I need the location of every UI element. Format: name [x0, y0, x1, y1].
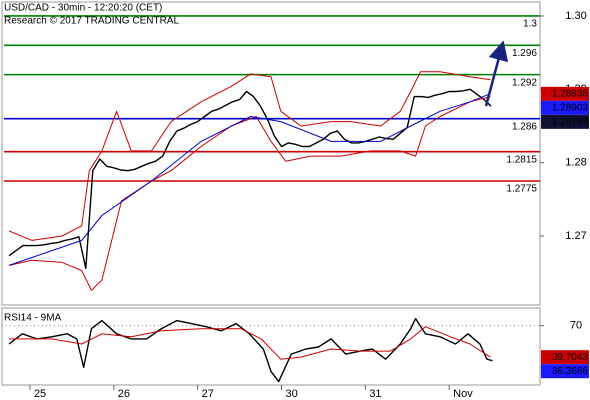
y-tick-label: 1.30: [565, 10, 586, 22]
forecast-arrow: [484, 40, 509, 107]
chart-subtitle: Research © 2017 TRADING CENTRAL: [4, 16, 179, 27]
series-line: [8, 88, 492, 269]
level-label: 1.286: [512, 121, 537, 132]
price-tag-label: 1.28938: [552, 88, 589, 99]
level-label: 1.2815: [506, 154, 537, 165]
y-tick-label: 1.27: [565, 230, 586, 242]
series-line: [8, 317, 493, 383]
level-label: 1.3: [523, 19, 537, 30]
y-tick-label: 70: [570, 320, 582, 332]
x-tick-label: 30: [285, 388, 297, 400]
panel-title: RSI14 - 9MA: [4, 313, 62, 324]
price-tag: [541, 86, 589, 101]
x-tick-label: Nov: [453, 388, 473, 400]
series-line: [9, 326, 491, 360]
series-line: [8, 71, 491, 241]
price-tag-label: 1.28769: [552, 116, 589, 127]
price-tag-label: 36.3686: [552, 366, 589, 377]
chart-title: USD/CAD - 30min - 12:20:20 (CET): [4, 3, 162, 14]
x-tick-label: 27: [202, 388, 214, 400]
y-tick-label: 1.28: [565, 157, 586, 169]
price-tag: [541, 100, 589, 115]
price-tag: [541, 350, 589, 365]
x-tick-label: 31: [369, 388, 381, 400]
series-line: [8, 96, 491, 291]
price-tag: [541, 114, 589, 129]
price-tag-label: 39.7043: [552, 352, 589, 363]
x-tick-label: 26: [118, 388, 130, 400]
level-label: 1.296: [512, 48, 537, 59]
price-tag-label: 1.28903: [552, 102, 589, 113]
panel-frame: [1, 307, 541, 386]
panel-frame: [1, 1, 541, 306]
level-label: 1.292: [512, 77, 537, 88]
level-label: 1.2775: [506, 184, 537, 195]
series-line: [8, 93, 491, 266]
x-tick-label: 25: [34, 388, 46, 400]
price-tag: [541, 364, 589, 379]
